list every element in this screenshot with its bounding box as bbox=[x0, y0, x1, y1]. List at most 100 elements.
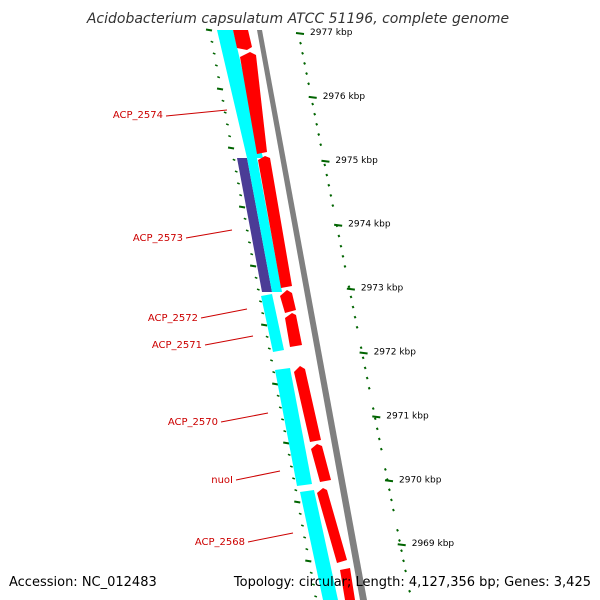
inner-minor-tick bbox=[294, 489, 298, 492]
scale-minor-tick bbox=[315, 122, 319, 126]
gene-label[interactable]: ACP_2570 bbox=[168, 417, 218, 428]
scale-tick-label: 2972 kbp bbox=[374, 348, 417, 358]
scale-minor-tick bbox=[347, 285, 351, 289]
scale-minor-tick bbox=[317, 133, 321, 136]
inner-minor-tick bbox=[236, 182, 240, 185]
gene-leader-line bbox=[220, 412, 269, 423]
scale-minor-tick bbox=[375, 427, 379, 431]
gene-leader-line bbox=[200, 308, 248, 319]
scale-minor-tick bbox=[351, 305, 355, 309]
scale-tick-label: 2976 kbp bbox=[323, 92, 366, 102]
scale-minor-tick bbox=[392, 508, 395, 512]
inner-minor-tick bbox=[272, 371, 276, 374]
scale-minor-tick bbox=[319, 143, 323, 147]
gene-label[interactable]: ACP_2571 bbox=[152, 340, 202, 351]
scale-tick-label: 2977 kbp bbox=[310, 28, 353, 38]
reverse-cds bbox=[300, 490, 338, 600]
backbone-track bbox=[257, 30, 367, 600]
gene-label[interactable]: ACP_2568 bbox=[195, 537, 245, 548]
inner-major-tick bbox=[205, 28, 213, 32]
scale-major-tick bbox=[359, 351, 368, 355]
inner-minor-tick bbox=[298, 512, 302, 515]
inner-minor-tick bbox=[210, 40, 214, 43]
inner-minor-tick bbox=[243, 217, 247, 220]
inner-minor-tick bbox=[261, 312, 265, 315]
forward-cds bbox=[340, 568, 355, 600]
forward-cds bbox=[233, 30, 252, 50]
scale-major-tick bbox=[295, 32, 305, 35]
inner-minor-tick bbox=[281, 418, 285, 421]
scale-minor-tick bbox=[323, 163, 327, 167]
gene-leader-line bbox=[165, 109, 228, 117]
scale-minor-tick bbox=[343, 265, 347, 268]
scale-tick-label: 2974 kbp bbox=[348, 220, 391, 230]
inner-major-tick bbox=[249, 264, 257, 268]
scale-minor-tick bbox=[331, 204, 335, 207]
inner-minor-tick bbox=[254, 276, 258, 279]
scale-minor-tick bbox=[387, 488, 391, 492]
scale-minor-tick bbox=[349, 295, 353, 299]
gene-leader-line bbox=[247, 532, 294, 543]
inner-minor-tick bbox=[303, 536, 307, 539]
scale-minor-tick bbox=[307, 82, 310, 86]
inner-major-tick bbox=[272, 382, 279, 386]
inner-major-tick bbox=[283, 441, 290, 445]
genome-stats-text: Topology: circular; Length: 4,127,356 bp… bbox=[233, 575, 591, 590]
map-title: Acidobacterium capsulatum ATCC 51196, co… bbox=[86, 11, 509, 27]
scale-minor-tick bbox=[367, 386, 371, 390]
gene-label[interactable]: ACP_2574 bbox=[113, 110, 163, 121]
inner-major-tick bbox=[294, 500, 301, 504]
gene-leader-line bbox=[185, 229, 233, 239]
scale-minor-tick bbox=[325, 173, 329, 177]
scale-tick-label: 2971 kbp bbox=[386, 411, 429, 421]
inner-minor-tick bbox=[283, 430, 287, 433]
gene-labels: ACP_2574 ACP_2573 ACP_2572 ACP_2571 ACP_2570… bbox=[113, 109, 294, 548]
inner-minor-tick bbox=[232, 158, 236, 161]
scale-minor-tick bbox=[383, 468, 387, 471]
inner-minor-tick bbox=[223, 111, 227, 114]
inner-major-tick bbox=[238, 205, 246, 209]
inner-minor-tick bbox=[314, 595, 318, 598]
scale-major-tick bbox=[346, 287, 355, 291]
scale-major-tick bbox=[308, 95, 317, 99]
inner-minor-tick bbox=[276, 394, 280, 397]
reverse-cds bbox=[247, 158, 282, 292]
feature-tracks bbox=[217, 30, 367, 600]
scale-minor-tick bbox=[363, 366, 367, 370]
inner-minor-tick bbox=[305, 548, 309, 551]
scale-major-tick bbox=[384, 479, 394, 483]
scale-axis: 2977 kbp 2976 kbp 2975 kbp 2974 kbp 2973 kbp… bbox=[295, 28, 454, 593]
inner-minor-tick bbox=[212, 52, 216, 55]
forward-cds bbox=[311, 444, 331, 482]
scale-minor-tick bbox=[299, 41, 302, 45]
scale-minor-tick bbox=[404, 569, 407, 573]
forward-cds bbox=[258, 156, 292, 288]
inner-minor-tick bbox=[258, 300, 263, 303]
inner-major-tick bbox=[305, 559, 312, 563]
gene-label[interactable]: ACP_2573 bbox=[133, 233, 183, 244]
gene-label[interactable]: ACP_2572 bbox=[148, 313, 198, 324]
inner-minor-tick bbox=[221, 99, 225, 102]
inner-minor-tick bbox=[214, 64, 218, 67]
inner-minor-tick bbox=[289, 465, 293, 468]
scale-tick-label: 2970 kbp bbox=[399, 475, 442, 485]
scale-minor-tick bbox=[305, 72, 308, 76]
inner-major-tick bbox=[261, 323, 268, 327]
reverse-cds bbox=[217, 30, 263, 158]
inner-minor-tick bbox=[217, 76, 221, 79]
forward-cds bbox=[285, 313, 302, 347]
scale-minor-tick bbox=[313, 112, 317, 116]
scale-minor-tick bbox=[400, 549, 403, 553]
scale-tick-label: 2973 kbp bbox=[361, 284, 404, 294]
forward-cds bbox=[280, 290, 296, 313]
scale-minor-tick bbox=[301, 51, 304, 55]
inner-minor-tick bbox=[265, 335, 269, 338]
gene-label[interactable]: nuoI bbox=[211, 475, 233, 486]
scale-minor-tick bbox=[327, 183, 331, 187]
forward-cds bbox=[294, 366, 321, 442]
reverse-cds bbox=[275, 368, 312, 486]
scale-minor-tick bbox=[390, 498, 393, 502]
scale-minor-tick bbox=[339, 244, 343, 248]
inner-minor-tick bbox=[228, 135, 232, 138]
scale-minor-tick bbox=[365, 376, 369, 380]
